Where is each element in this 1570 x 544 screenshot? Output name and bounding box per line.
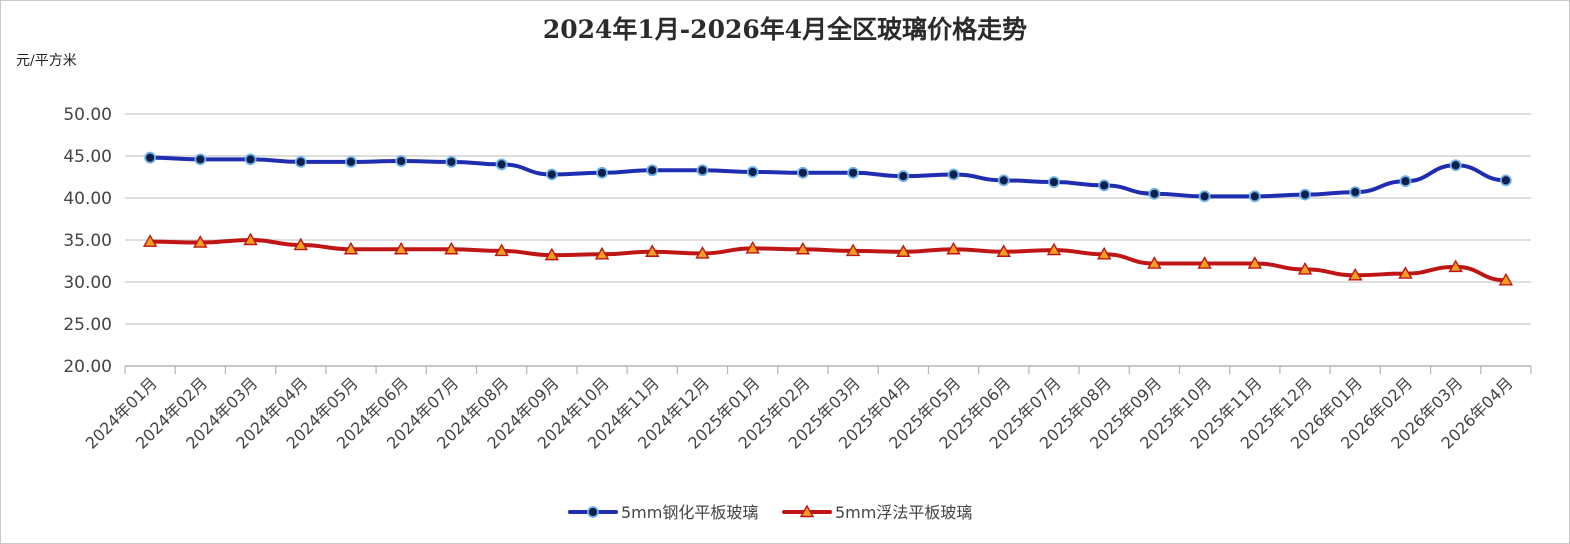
- series-line-1: [148, 155, 1508, 199]
- y-tick-label: 20.00: [63, 357, 112, 377]
- y-axis-unit-label: 元/平方米: [16, 53, 77, 69]
- legend-label: 5mm钢化平板玻璃: [621, 503, 758, 522]
- data-point: [494, 243, 509, 257]
- data-point: [1247, 256, 1263, 269]
- data-point: [345, 155, 357, 168]
- data-point: [544, 247, 560, 261]
- data-point: [746, 166, 759, 178]
- data-point: [996, 244, 1011, 257]
- data-point: [1197, 256, 1212, 269]
- data-point: [796, 166, 809, 179]
- data-point: [646, 164, 659, 177]
- data-point: [1098, 179, 1111, 192]
- data-point: [1147, 256, 1162, 269]
- data-point: [946, 241, 961, 255]
- data-point: [1498, 272, 1514, 286]
- data-point: [596, 166, 608, 179]
- data-point: [795, 241, 811, 255]
- data-point: [1048, 176, 1060, 188]
- legend-marker: [799, 504, 815, 518]
- chart-title: 2024年1月-2026年4月全区玻璃价格走势: [542, 15, 1028, 44]
- data-point: [1398, 266, 1413, 279]
- data-point: [645, 244, 660, 257]
- y-tick-label: 35.00: [63, 231, 112, 251]
- data-point: [745, 240, 760, 254]
- data-point: [393, 241, 409, 255]
- data-point: [594, 246, 610, 260]
- data-point: [1248, 190, 1261, 203]
- data-point: [445, 155, 458, 168]
- y-tick-label: 30.00: [63, 273, 112, 293]
- data-point: [444, 241, 459, 255]
- data-point: [294, 155, 307, 168]
- data-point: [997, 174, 1010, 187]
- data-point: [896, 244, 911, 257]
- data-point: [194, 153, 207, 166]
- data-point: [1148, 187, 1161, 200]
- legend-label: 5mm浮法平板玻璃: [835, 503, 972, 522]
- y-tick-label: 25.00: [63, 315, 112, 335]
- data-point: [244, 153, 257, 166]
- data-point: [1499, 174, 1512, 187]
- series-line-2: [148, 238, 1508, 283]
- y-tick-label: 40.00: [63, 189, 112, 209]
- data-point: [495, 158, 508, 171]
- data-point: [1299, 188, 1311, 201]
- data-point: [696, 164, 709, 177]
- data-point: [1448, 259, 1463, 273]
- data-point: [695, 246, 710, 259]
- data-point: [947, 168, 960, 181]
- data-point: [845, 243, 861, 257]
- data-point: [293, 237, 308, 251]
- data-point: [343, 241, 359, 255]
- data-point: [1349, 186, 1362, 199]
- data-point: [1198, 190, 1211, 203]
- data-point: [1348, 267, 1363, 281]
- data-point: [1046, 242, 1062, 256]
- data-point: [1096, 246, 1112, 260]
- data-point: [144, 151, 157, 164]
- data-point: [1399, 175, 1412, 188]
- data-point: [395, 155, 408, 167]
- legend-marker: [587, 506, 599, 518]
- data-point: [1297, 261, 1313, 275]
- data-point: [897, 170, 910, 183]
- data-point: [243, 232, 258, 246]
- data-point: [142, 234, 158, 247]
- data-point: [193, 235, 208, 248]
- y-tick-label: 45.00: [63, 147, 112, 167]
- data-point: [545, 168, 558, 181]
- data-point: [1449, 159, 1462, 172]
- data-point: [847, 166, 860, 179]
- y-tick-label: 50.00: [63, 105, 112, 125]
